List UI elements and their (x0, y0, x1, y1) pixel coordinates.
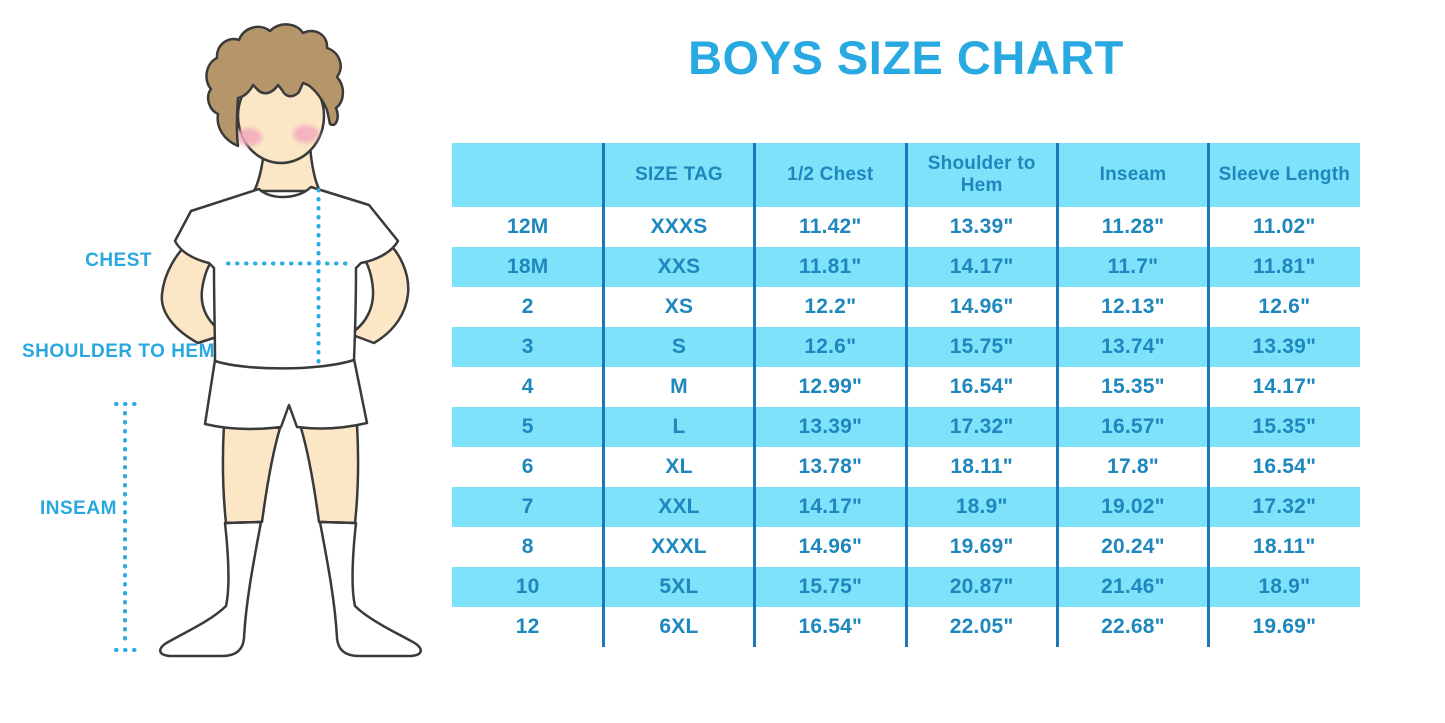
table-cell: 18.9" (1258, 575, 1311, 598)
table-cell: 12.13" (1101, 295, 1165, 318)
table-cell: 15.75" (949, 335, 1014, 358)
table-cell: 18M (506, 255, 549, 278)
table-cell: 15.35" (1252, 415, 1317, 438)
table-cell: 19.69" (949, 535, 1014, 558)
table-cell: 16.54" (798, 615, 863, 638)
table-cell: 4 (521, 375, 534, 398)
table-cell: 6 (521, 455, 534, 478)
table-cell: 11.28" (1101, 215, 1165, 238)
table-cell: 15.75" (798, 575, 863, 598)
left-sock (159, 520, 263, 658)
table-cell: 14.96" (949, 295, 1014, 318)
table-cell: M (670, 375, 688, 398)
left-blush (236, 128, 262, 146)
column-header-sleeve-length: Sleeve Length (1218, 164, 1351, 186)
table-cell: 15.35" (1101, 375, 1165, 398)
table-cell: 16.57" (1101, 415, 1165, 438)
table-cell: 3 (521, 335, 534, 358)
right-arm (348, 238, 410, 345)
table-cell: 12.2" (804, 295, 857, 318)
table-cell: XL (665, 455, 693, 478)
column-divider (753, 143, 757, 647)
table-cell: XXXS (650, 215, 708, 238)
table-cell: 22.68" (1101, 615, 1165, 638)
table-cell: 11.42" (799, 215, 862, 238)
table-cell: 19.02" (1101, 495, 1165, 518)
hair (205, 23, 345, 148)
column-header-shoulder-to-hem: Shoulder to Hem (927, 153, 1036, 196)
table-cell: 18.11" (950, 455, 1013, 478)
table-cell: 11.81" (1253, 255, 1316, 278)
table-cell: 12.6" (804, 335, 857, 358)
table-cell: 20.24" (1101, 535, 1165, 558)
table-cell: 16.54" (1252, 455, 1317, 478)
table-cell: XXL (658, 495, 700, 518)
table-cell: S (671, 335, 687, 358)
table-cell: 20.87" (949, 575, 1014, 598)
column-header-size-tag: SIZE TAG (635, 164, 723, 186)
table-cell: 14.96" (798, 535, 863, 558)
column-divider (1055, 143, 1059, 647)
table-cell: 7 (521, 495, 534, 518)
table-cell: 6XL (659, 615, 699, 638)
table-cell: 11.81" (799, 255, 862, 278)
column-divider (601, 143, 605, 647)
table-cell: 12.99" (798, 375, 863, 398)
column-header-inseam: Inseam (1099, 164, 1167, 186)
table-cell: 16.54" (949, 375, 1014, 398)
chest-label: CHEST (85, 250, 152, 271)
table-cell: XXS (657, 255, 701, 278)
size-chart-table: SIZE TAG 1/2 Chest Shoulder to Hem Insea… (452, 143, 1360, 647)
table-cell: 17.8" (1107, 455, 1159, 478)
table-cell: 19.69" (1252, 615, 1317, 638)
right-sock-top-line (318, 520, 358, 525)
inseam-measure-line (114, 402, 143, 652)
table-cell: 8 (521, 535, 534, 558)
table-cell: 18.9" (955, 495, 1008, 518)
column-divider (904, 143, 908, 647)
t-shirt (173, 185, 400, 370)
right-leg (299, 422, 360, 525)
table-cell: 13.39" (949, 215, 1014, 238)
table-cell: 13.78" (798, 455, 863, 478)
table-cell: 21.46" (1101, 575, 1165, 598)
table-cell: 12 (515, 615, 540, 638)
left-arm (160, 238, 228, 345)
table-cell: 13.39" (798, 415, 863, 438)
shoulder-to-hem-label: SHOULDER TO HEM (22, 341, 215, 362)
table-cell: 17.32" (949, 415, 1014, 438)
table-cell: 11.02" (1253, 215, 1316, 238)
table-cell: 14.17" (949, 255, 1014, 278)
table-cell: XS (664, 295, 694, 318)
column-header-size (452, 143, 603, 207)
table-cell: 2 (521, 295, 534, 318)
table-cell: 11.7" (1107, 255, 1159, 278)
table-cell: 10 (515, 575, 540, 598)
table-cell: 14.17" (1252, 375, 1317, 398)
table-cell: XXXL (651, 535, 707, 558)
table-cell: 22.05" (949, 615, 1014, 638)
left-leg (221, 422, 282, 525)
table-cell: L (672, 415, 686, 438)
table-cell: 5 (521, 415, 534, 438)
table-cell: 12.6" (1258, 295, 1311, 318)
table-cell: 5XL (659, 575, 699, 598)
table-cell: 18.11" (1253, 535, 1316, 558)
column-divider (1207, 143, 1211, 647)
table-cell: 12M (506, 215, 549, 238)
table-cell: 13.74" (1101, 335, 1165, 358)
left-sock-top-line (223, 520, 263, 525)
table-cell: 14.17" (798, 495, 863, 518)
table-cell: 17.32" (1252, 495, 1317, 518)
page-title: BOYS SIZE CHART (688, 31, 1124, 84)
right-blush (293, 125, 319, 143)
column-header-half-chest: 1/2 Chest (787, 164, 874, 186)
inseam-label: INSEAM (40, 498, 117, 519)
boy-illustration (114, 23, 422, 658)
table-cell: 13.39" (1252, 335, 1317, 358)
right-sock (318, 520, 422, 658)
